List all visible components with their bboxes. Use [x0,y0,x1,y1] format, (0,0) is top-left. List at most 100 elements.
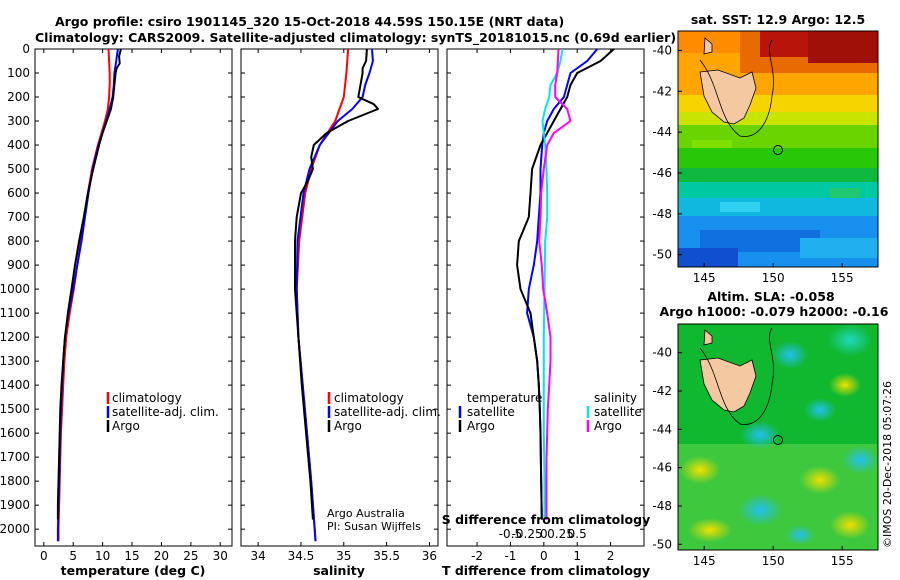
series-line-temperature-argo [516,49,615,520]
map-lat-label: -46 [652,166,672,180]
x-tick-label-salinity: -0.25 [512,527,543,541]
legend-title-temperature: temperature [467,391,542,405]
x-tick-label: 35.5 [373,549,400,563]
map-lat-label: -44 [652,125,672,139]
temperature-lines [56,49,122,542]
legend-label-argo: Argo [112,419,140,433]
x-tick-label: 20 [154,549,169,563]
x-tick-label-salinity: 0.5 [568,527,587,541]
imos-timestamp: ©IMOS 20-Dec-2018 05:07:26 [881,381,894,548]
temperature-panel-frame [34,48,233,547]
temperature-xlabel: temperature (deg C) [61,563,206,578]
depth-tick-label: 1700 [0,450,30,464]
x-tick-label: 34.5 [288,549,315,563]
map-lat-label: -44 [652,422,672,436]
map-lat-label: -50 [652,537,672,551]
x-tick-label: 10 [95,549,110,563]
x-tick-label: 5 [69,549,77,563]
x-tick-label: -1 [504,549,516,563]
map-lat-label: -40 [652,43,672,57]
series-line-satellite-adj-clim- [56,49,119,542]
depth-tick-label: 700 [7,210,30,224]
depth-tick-label: 800 [7,234,30,248]
credit-argo-australia: Argo Australia [327,507,405,520]
difference-legend-temperature: temperature satellite Argo [458,391,542,433]
x-tick-label: -2 [471,549,483,563]
sla-map-title: Altim. SLA: -0.058 [707,289,834,304]
map-lat-label: -48 [652,499,672,513]
difference-panel-frame [446,48,645,547]
depth-tick-label: 900 [7,258,30,272]
x-tick-label: 0 [540,549,548,563]
difference-xlabel: T difference from climatology [442,563,650,578]
map-lon-label: 150 [762,271,785,285]
depth-axis: 0 100 200 300 400 500 600 700 800 900 1000 1100 1200… [0,42,644,536]
legend-label-temp-argo: Argo [467,419,495,433]
x-tick-label-salinity: 0.25 [547,527,574,541]
depth-tick-label: 600 [7,186,30,200]
x-tick-label: 1 [573,549,581,563]
depth-tick-label: 1500 [0,402,30,416]
depth-tick-label: 1900 [0,498,30,512]
x-tick-label: 0 [40,549,48,563]
depth-tick-label: 1000 [0,282,30,296]
difference-xlabel-salinity: S difference from climatology [442,512,651,527]
series-line-salinity-argo [538,49,572,520]
depth-tick-label: 1800 [0,474,30,488]
difference-lines [516,49,615,520]
map-lat-label: -42 [652,84,672,98]
series-line-climatology [57,49,111,542]
map-lat-label: -46 [652,461,672,475]
depth-tick-label: 100 [7,66,30,80]
series-line-argo [294,49,379,520]
x-tick-label-salinity: 0 [540,527,548,541]
x-tick-label: 35 [336,549,351,563]
depth-tick-label: 1400 [0,378,30,392]
legend-label-sal-satellite: satellite [594,405,642,419]
depth-tick-label: 300 [7,114,30,128]
map-lon-label: 155 [831,271,854,285]
series-line-salinity-satellite [541,49,564,520]
sst-map: sat. SST: 12.9 Argo: 12.5 [652,12,879,285]
depth-tick-label: 400 [7,138,30,152]
legend-label-argo: Argo [334,419,362,433]
depth-tick-label: 0 [22,42,30,56]
legend-label-satellite: satellite-adj. clim. [112,405,219,419]
salinity-lines [294,49,379,542]
x-tick-label: 36 [422,549,437,563]
series-line-temperature-satellite [526,49,599,520]
x-tick-label: 2 [607,549,615,563]
map-lat-label: -48 [652,207,672,221]
depth-tick-label: 1300 [0,354,30,368]
depth-tick-label: 1600 [0,426,30,440]
depth-tick-label: 1100 [0,306,30,320]
header-line-1: Argo profile: csiro 1901145_320 15-Oct-2… [55,14,564,30]
legend-label-temp-satellite: satellite [467,405,515,419]
depth-tick-label: 1200 [0,330,30,344]
sla-map: Altim. SLA: -0.058 Argo h1000: -0.079 h2… [652,289,888,568]
x-tick-label: 30 [213,549,228,563]
sla-map-subtitle: Argo h1000: -0.079 h2000: -0.16 [660,304,889,319]
map-lon-label: 145 [693,554,716,568]
salinity-panel-frame [240,48,439,547]
difference-legend-salinity: salinity satellite Argo [586,391,642,433]
temperature-legend: climatology satellite-adj. clim. Argo [106,391,219,433]
map-lat-label: -42 [652,384,672,398]
sst-map-title: sat. SST: 12.9 Argo: 12.5 [691,12,865,27]
x-axis-ticks: 0 5 10 15 20 25 30 34 34.5 35 35.5 36 -2 -1 0 1 2 -0.5-0.… [40,49,614,563]
map-lat-label: -50 [652,248,672,262]
header-line-2: Climatology: CARS2009. Satellite-adjuste… [35,30,676,46]
legend-title-salinity: salinity [594,391,637,405]
x-tick-label-salinity: -0.5 [499,527,522,541]
map-lon-label: 150 [762,554,785,568]
salinity-xlabel: salinity [313,563,365,578]
depth-tick-label: 500 [7,162,30,176]
legend-label-satellite: satellite-adj. clim. [334,405,441,419]
legend-label-climatology: climatology [112,391,182,405]
salinity-legend: climatology satellite-adj. clim. Argo [327,391,441,433]
series-line-argo [56,49,122,520]
depth-tick-label: 2000 [0,522,30,536]
x-tick-label: 15 [124,549,139,563]
legend-label-sal-argo: Argo [594,419,622,433]
